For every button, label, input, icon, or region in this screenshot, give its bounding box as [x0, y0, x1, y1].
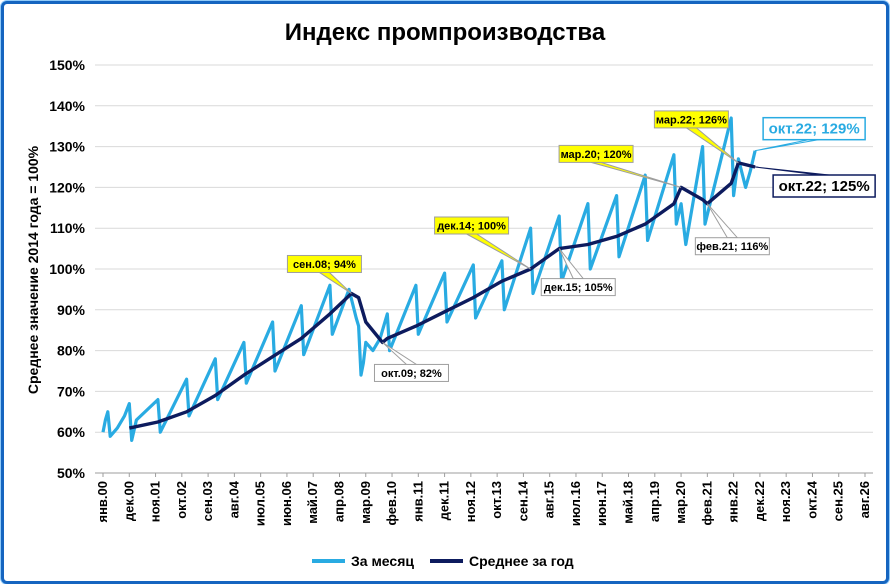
annotations-layer: сен.08; 94% окт.09; 82% дек.14; 100% дек.15…: [286, 110, 876, 382]
annotation-box: [286, 254, 362, 273]
annotation-label: фев.21; 116%: [696, 241, 768, 253]
annotation-label: окт.22; 125%: [779, 178, 870, 195]
annotation-box: [762, 116, 866, 141]
annotation-label: дек.15; 105%: [544, 282, 613, 294]
y-axis-ticks: 50% 60% 70% 80% 90% 100% 110% 120% 130% 140% 150%: [49, 57, 85, 481]
x-tick-label: сен.25: [831, 481, 846, 521]
annotation-callout: мар.20; 120%: [558, 144, 682, 188]
y-tick-label: 110%: [50, 220, 86, 236]
annotation-box: [434, 216, 510, 235]
x-tick-label: сен.03: [200, 481, 215, 521]
y-axis-label: Среднее значение 2014 года = 100%: [25, 145, 41, 394]
annotation-pointer: [755, 139, 820, 152]
y-tick-label: 120%: [49, 179, 85, 195]
x-tick-label: май.07: [305, 481, 320, 524]
x-tick-label: июл.05: [253, 481, 268, 526]
annotation-box: [558, 144, 634, 163]
x-tick-label: фев.10: [384, 481, 399, 526]
annotation-label: сен.08; 94%: [293, 259, 356, 271]
x-tick-label: июл.16: [568, 481, 583, 526]
annotation-label: дек.14; 100%: [437, 221, 506, 233]
annotation-box: [772, 174, 876, 198]
x-tick-label: окт.13: [489, 481, 504, 519]
x-tick-label: дек.22: [752, 481, 767, 521]
legend-label-annual: Среднее за год: [469, 553, 574, 569]
annotation-box: [694, 237, 770, 256]
annotation-callout: фев.21; 116%: [694, 203, 770, 256]
annotation-label: окт.09; 82%: [381, 368, 442, 380]
x-tick-label: янв.11: [410, 481, 425, 522]
x-tick-label: янв.22: [726, 481, 741, 523]
y-tick-label: 150%: [49, 57, 85, 73]
x-tick-label: окт.02: [174, 481, 189, 519]
x-tick-label: июн.06: [279, 481, 294, 526]
x-tick-label: июн.17: [594, 481, 609, 526]
y-tick-label: 130%: [49, 139, 85, 155]
x-tick-label: апр.08: [331, 481, 346, 522]
annotation-pointer: [466, 233, 531, 270]
series-line-annual: [128, 161, 756, 430]
annotation-label: мар.22; 126%: [656, 114, 727, 126]
annotation-box: [653, 110, 729, 129]
x-tick-label: апр.19: [647, 481, 662, 522]
y-tick-label: 50%: [57, 465, 86, 481]
x-tick-label: ноя.12: [463, 481, 478, 522]
annotation-pointer: [382, 342, 419, 365]
annotation-box: [373, 363, 449, 382]
x-tick-label: мар.09: [358, 481, 373, 524]
series-line-monthly: [101, 116, 757, 442]
annotation-callout: дек.15; 105%: [540, 248, 616, 297]
x-tick-label: сен.14: [515, 480, 530, 521]
annotation-callout: сен.08; 94%: [286, 254, 362, 294]
x-tick-label: ноя.23: [778, 481, 793, 522]
x-tick-label: ноя.01: [148, 481, 163, 522]
series-layer: [101, 116, 757, 442]
annotation-callout: мар.22; 126%: [653, 110, 739, 164]
y-tick-label: 70%: [57, 383, 86, 399]
y-tick-label: 80%: [57, 343, 86, 359]
y-tick-label: 60%: [57, 424, 86, 440]
x-tick-label: окт.24: [804, 480, 819, 519]
annotation-pointer: [706, 203, 739, 239]
x-tick-label: мар.20: [673, 481, 688, 524]
annotation-callout: окт.09; 82%: [373, 342, 449, 382]
x-tick-label: дек.00: [121, 481, 136, 521]
legend: За месяц Среднее за год: [312, 553, 574, 569]
x-tick-label: авг.26: [857, 481, 872, 518]
y-tick-label: 140%: [49, 98, 85, 114]
annotation-callout: окт.22; 129%: [755, 116, 866, 152]
annotation-pointer: [317, 271, 352, 294]
annotation-label: окт.22; 129%: [769, 121, 860, 138]
x-tick-label: май.18: [621, 481, 636, 524]
y-tick-label: 100%: [49, 261, 85, 277]
annotation-callout: окт.22; 125%: [755, 166, 876, 198]
x-tick-label: авг.04: [226, 480, 241, 518]
legend-label-monthly: За месяц: [351, 553, 414, 569]
x-tick-label: дек.11: [437, 481, 452, 520]
y-tick-label: 90%: [57, 302, 86, 318]
x-tick-label: авг.15: [542, 481, 557, 518]
grid-lines: [95, 64, 873, 474]
annotation-box: [540, 278, 616, 297]
x-axis-ticks: янв.00 дек.00 ноя.01 окт.02 сен.03 авг.04 июл.…: [95, 473, 872, 526]
x-tick-label: янв.00: [95, 481, 110, 523]
annotation-pointer: [755, 166, 830, 176]
chart-title: Индекс промпроизводства: [285, 19, 606, 46]
annotation-callout: дек.14; 100%: [434, 216, 531, 270]
x-tick-label: фев.21: [699, 481, 714, 526]
annotation-label: мар.20; 120%: [561, 149, 632, 161]
